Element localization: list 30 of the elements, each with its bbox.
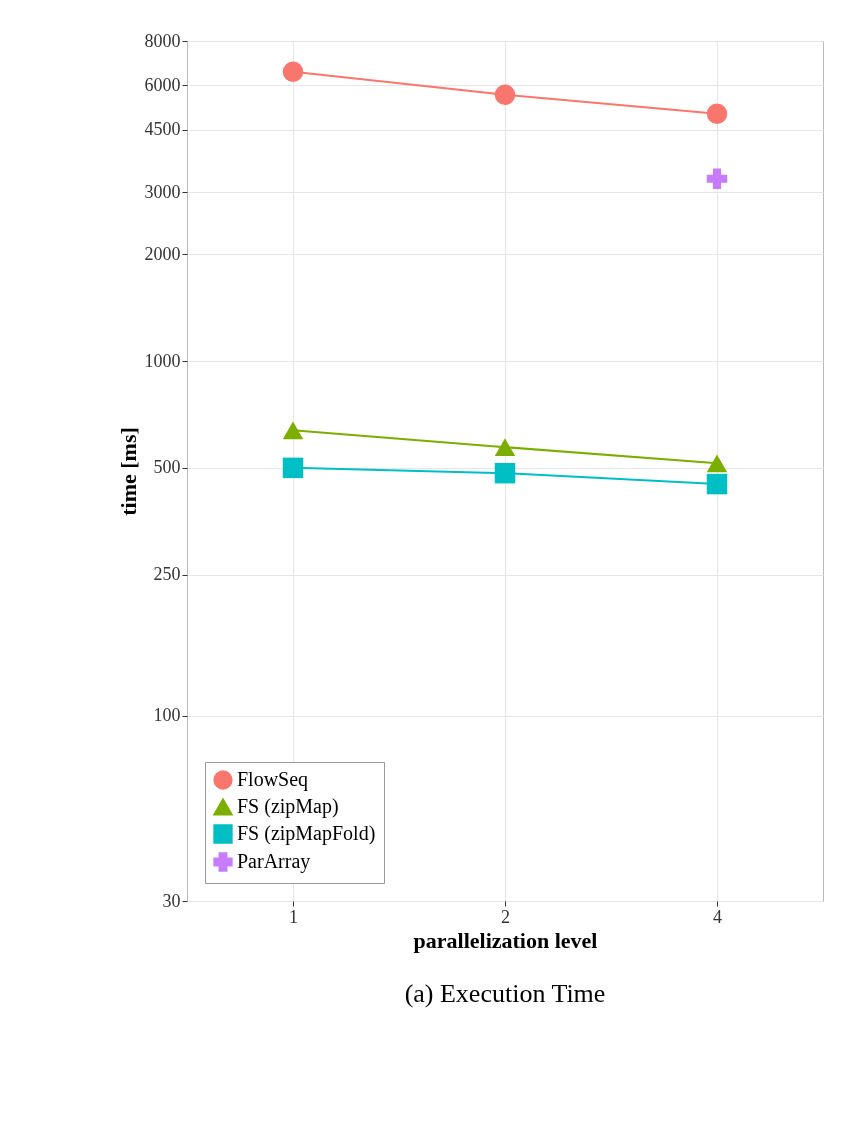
point xyxy=(706,454,728,473)
y-axis-title: time [ms] xyxy=(115,427,141,516)
y-tick-label: 8000 xyxy=(144,30,181,51)
point xyxy=(494,84,516,106)
legend-label: FS (zipMap) xyxy=(237,795,339,818)
y-tick-label: 3000 xyxy=(144,181,181,202)
x-tick-label: 2 xyxy=(501,906,510,927)
y-tick-label: 6000 xyxy=(144,74,181,95)
y-tick-label: 30 xyxy=(162,890,181,911)
text: (a) Execution Time xyxy=(404,979,606,1008)
y-tick-label: 250 xyxy=(153,564,181,585)
legend-label: ParArray xyxy=(237,850,311,873)
y-tick-label: 4500 xyxy=(144,119,181,140)
point xyxy=(282,61,304,83)
y-tick-label: 2000 xyxy=(144,243,181,264)
legend-label: FS (zipMapFold) xyxy=(237,822,376,845)
point xyxy=(706,103,728,124)
point xyxy=(282,421,304,440)
point xyxy=(706,168,728,189)
point xyxy=(282,457,304,479)
y-tick-label: 1000 xyxy=(144,350,181,371)
point xyxy=(706,473,728,495)
y-tick-label: 100 xyxy=(153,705,181,726)
x-tick-label: 1 xyxy=(289,906,298,927)
legend-label: FlowSeq xyxy=(237,768,309,791)
x-tick-label: 4 xyxy=(713,906,722,927)
point xyxy=(494,462,516,484)
y-tick-label: 500 xyxy=(153,457,181,478)
x-axis-title: parallelization level xyxy=(413,927,598,953)
point xyxy=(494,438,516,457)
